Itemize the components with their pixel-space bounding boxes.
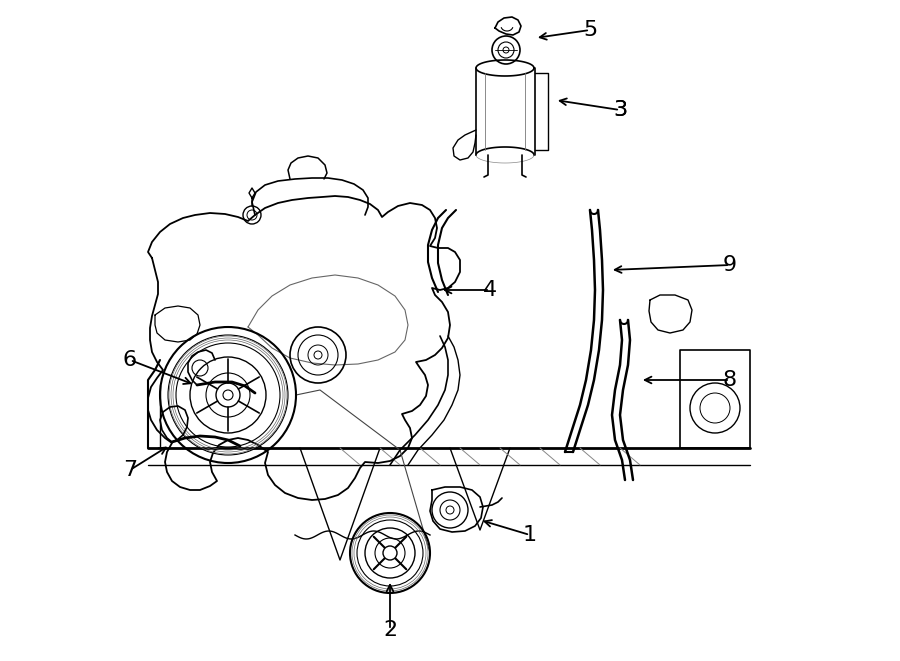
Text: 9: 9 bbox=[723, 255, 737, 275]
Text: 2: 2 bbox=[382, 620, 397, 640]
Text: 5: 5 bbox=[583, 20, 597, 40]
Text: 3: 3 bbox=[613, 100, 627, 120]
Text: 8: 8 bbox=[723, 370, 737, 390]
Text: 4: 4 bbox=[483, 280, 497, 300]
Text: 6: 6 bbox=[123, 350, 137, 370]
Text: 1: 1 bbox=[523, 525, 537, 545]
Text: 7: 7 bbox=[123, 460, 137, 480]
Text: 3: 3 bbox=[613, 100, 627, 120]
